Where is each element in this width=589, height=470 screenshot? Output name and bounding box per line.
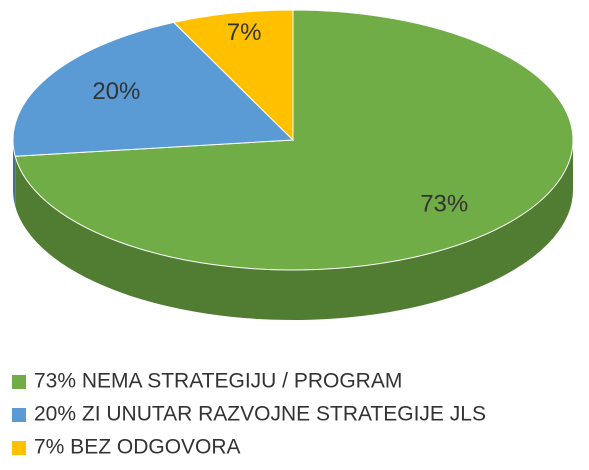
- slice-side: [15, 140, 573, 321]
- slice-side: [13, 140, 16, 207]
- slice: [14, 9, 574, 271]
- legend-label: 73% NEMA STRATEGIJU / PROGRAM: [34, 370, 402, 393]
- legend-label: 7% BEZ ODGOVORA: [34, 436, 241, 459]
- data-label: 73%: [420, 190, 468, 217]
- data-label: 20%: [92, 78, 140, 105]
- legend-swatch: [12, 441, 26, 455]
- slice: [172, 9, 294, 142]
- legend-label: 20% ZI UNUTAR RAZVOJNE STRATEGIJE JLS: [34, 403, 486, 426]
- data-label: 7%: [227, 19, 262, 46]
- slice: [12, 21, 295, 157]
- legend-swatch: [12, 408, 26, 422]
- legend-swatch: [12, 375, 26, 389]
